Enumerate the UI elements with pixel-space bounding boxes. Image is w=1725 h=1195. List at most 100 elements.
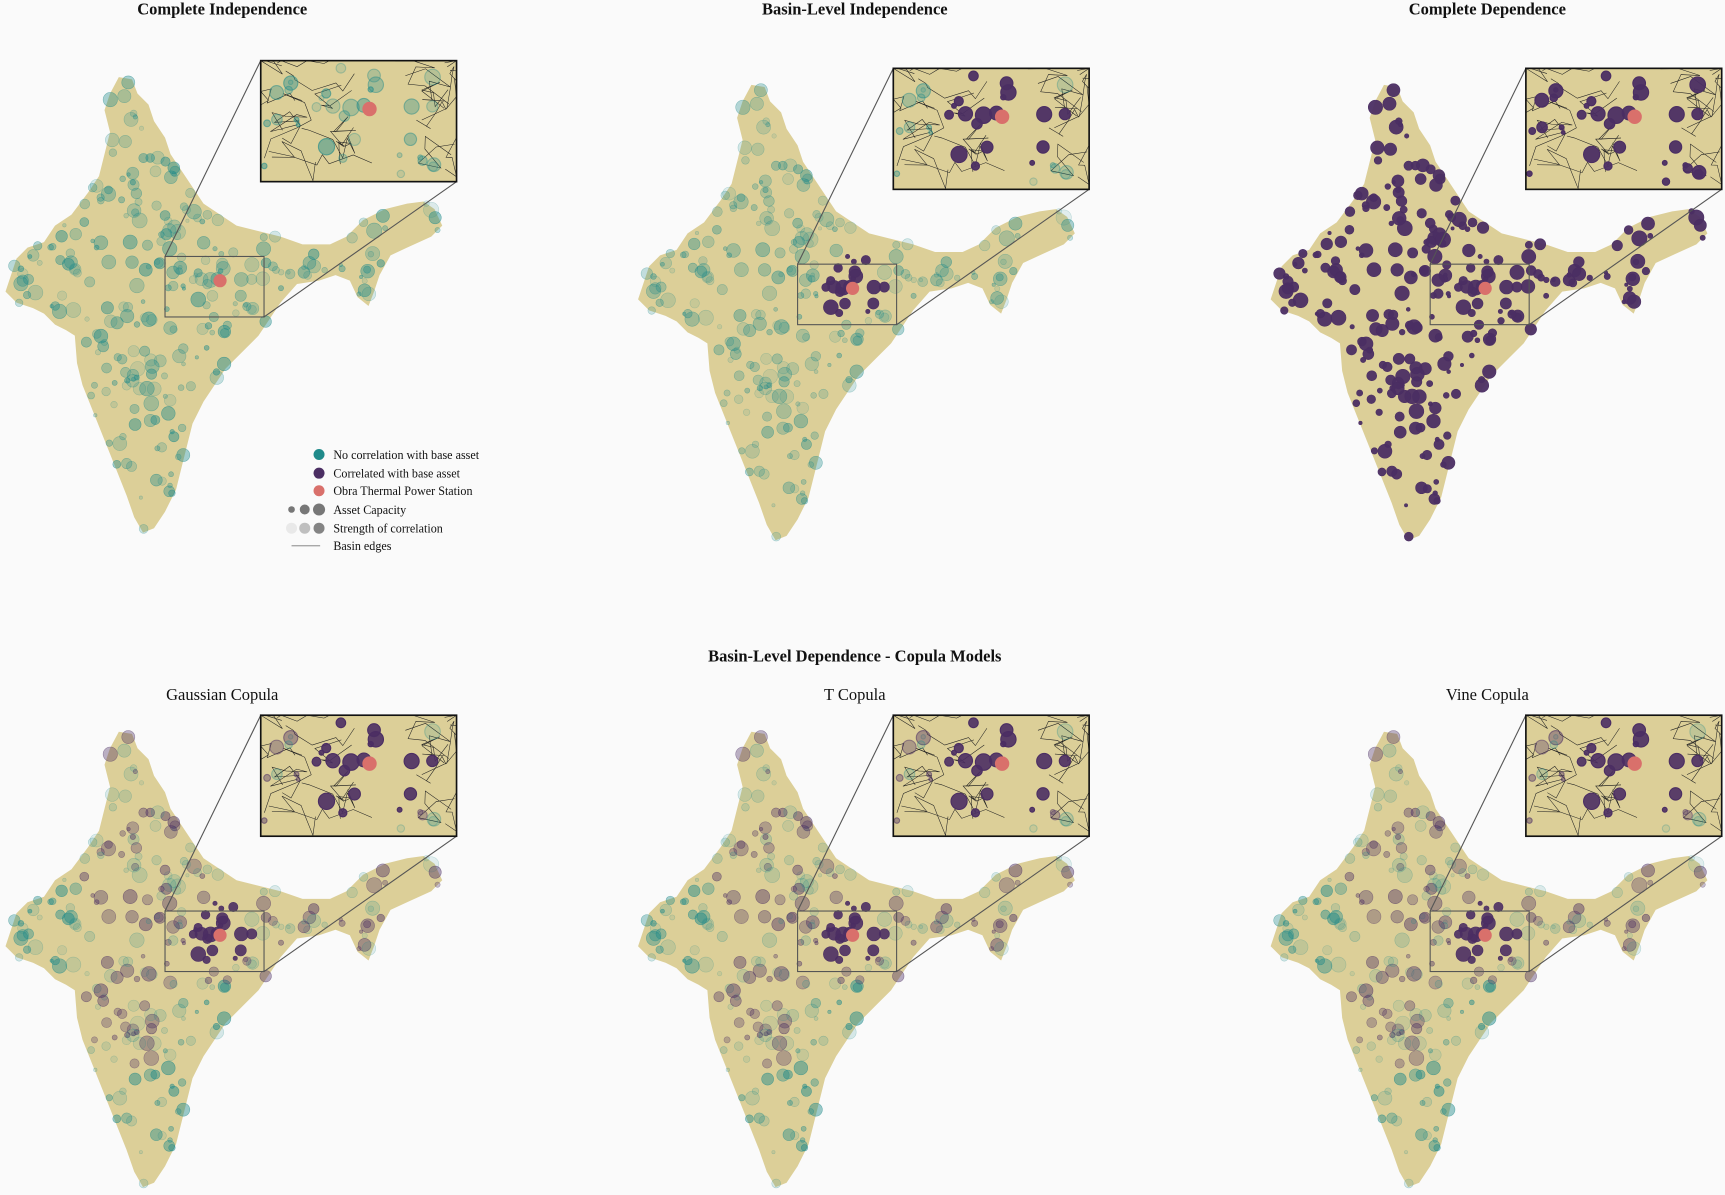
asset-dot bbox=[69, 264, 80, 275]
asset-dot bbox=[1455, 299, 1472, 315]
asset-dot bbox=[1396, 863, 1405, 872]
asset-dot bbox=[1543, 292, 1550, 299]
asset-dot bbox=[1469, 329, 1478, 338]
asset-dot bbox=[810, 1078, 819, 1087]
asset-dot bbox=[842, 1025, 857, 1040]
asset-dot bbox=[1330, 309, 1347, 326]
asset-dot bbox=[1476, 221, 1490, 234]
asset-dot bbox=[1410, 918, 1417, 925]
asset-dot bbox=[1631, 877, 1648, 894]
asset-dot bbox=[203, 999, 210, 1006]
asset-dot bbox=[211, 213, 224, 227]
zoom-inset bbox=[260, 715, 457, 837]
zoom-connector bbox=[896, 835, 1090, 972]
asset-dot bbox=[752, 183, 759, 190]
asset-dot bbox=[817, 842, 828, 853]
asset-dot bbox=[138, 917, 153, 932]
asset-dot bbox=[428, 815, 439, 827]
basin-edge bbox=[1670, 723, 1716, 756]
asset-dot bbox=[735, 746, 751, 762]
asset-dot bbox=[892, 240, 901, 249]
basin-edge bbox=[918, 725, 988, 747]
basin-edge bbox=[336, 141, 352, 165]
asset-dots bbox=[640, 730, 1075, 1189]
asset-dot bbox=[793, 811, 804, 822]
asset-dot bbox=[759, 821, 772, 835]
asset-dot bbox=[84, 316, 90, 322]
asset-dot bbox=[1407, 894, 1419, 906]
asset-dot bbox=[424, 68, 441, 86]
asset-dot bbox=[726, 336, 741, 352]
legend-label: Asset Capacity bbox=[333, 503, 406, 517]
asset-dot bbox=[232, 955, 238, 961]
asset-dot bbox=[744, 387, 751, 394]
asset-dot bbox=[1499, 926, 1514, 942]
asset-dot bbox=[754, 388, 764, 399]
asset-dot bbox=[694, 912, 708, 926]
asset-dot bbox=[743, 1055, 751, 1063]
asset-dot bbox=[1409, 1068, 1423, 1082]
asset-dot bbox=[111, 1034, 118, 1041]
asset-dot bbox=[1281, 929, 1294, 942]
asset-dot bbox=[145, 807, 155, 818]
asset-dot bbox=[957, 106, 974, 122]
asset-dot bbox=[745, 443, 760, 459]
asset-dot bbox=[892, 323, 905, 336]
asset-dot bbox=[968, 717, 979, 729]
asset-dot bbox=[778, 968, 791, 981]
asset-dot bbox=[27, 903, 40, 917]
asset-dot bbox=[62, 912, 75, 926]
basin-edge bbox=[893, 96, 928, 113]
asset-dot bbox=[167, 482, 173, 489]
asset-dot bbox=[681, 897, 689, 905]
asset-dot bbox=[1560, 776, 1566, 782]
asset-dot bbox=[96, 193, 105, 202]
asset-dot bbox=[145, 1023, 158, 1035]
obra-station-dot bbox=[213, 928, 227, 942]
asset-dot bbox=[1543, 276, 1550, 284]
asset-dot bbox=[1395, 195, 1408, 207]
asset-dot bbox=[423, 201, 440, 218]
asset-dot bbox=[1399, 852, 1408, 861]
asset-dot bbox=[802, 333, 811, 342]
asset-dot bbox=[796, 493, 808, 505]
asset-dot bbox=[1367, 746, 1383, 762]
asset-dot bbox=[1376, 1034, 1383, 1041]
asset-dot bbox=[1278, 930, 1294, 946]
asset-dot bbox=[423, 856, 440, 873]
asset-dot bbox=[199, 218, 206, 225]
asset-dot bbox=[1551, 924, 1556, 930]
basin-edge bbox=[405, 68, 451, 102]
basin-edge bbox=[260, 743, 296, 760]
asset-dot bbox=[1474, 984, 1481, 990]
asset-dot bbox=[1391, 821, 1405, 835]
asset-dot bbox=[164, 1048, 177, 1062]
asset-dot bbox=[1009, 913, 1018, 923]
asset-dot bbox=[1534, 238, 1547, 251]
asset-dot bbox=[1682, 808, 1689, 816]
asset-dot bbox=[736, 969, 750, 983]
asset-dot bbox=[1383, 851, 1391, 858]
asset-dot bbox=[702, 882, 715, 895]
asset-dot bbox=[156, 891, 166, 901]
asset-dot bbox=[999, 723, 1014, 738]
asset-dot bbox=[1451, 388, 1461, 399]
asset-dot bbox=[796, 401, 809, 415]
asset-dot bbox=[79, 198, 91, 210]
asset-dot bbox=[810, 997, 822, 1009]
asset-dot bbox=[729, 348, 742, 360]
asset-dot bbox=[1388, 766, 1404, 782]
asset-dot bbox=[1344, 225, 1355, 235]
map-panel-complete-independence bbox=[5, 59, 458, 534]
asset-dot bbox=[283, 729, 299, 746]
asset-dot bbox=[832, 226, 838, 233]
asset-dot bbox=[376, 259, 385, 268]
asset-dot bbox=[263, 773, 272, 782]
asset-dot bbox=[1411, 968, 1423, 981]
asset-dot bbox=[1061, 218, 1075, 232]
asset-dot bbox=[979, 886, 991, 898]
asset-dot bbox=[143, 1050, 159, 1066]
asset-dot bbox=[878, 281, 890, 293]
inset-asset-dots bbox=[261, 62, 442, 179]
asset-dot bbox=[1511, 928, 1523, 940]
